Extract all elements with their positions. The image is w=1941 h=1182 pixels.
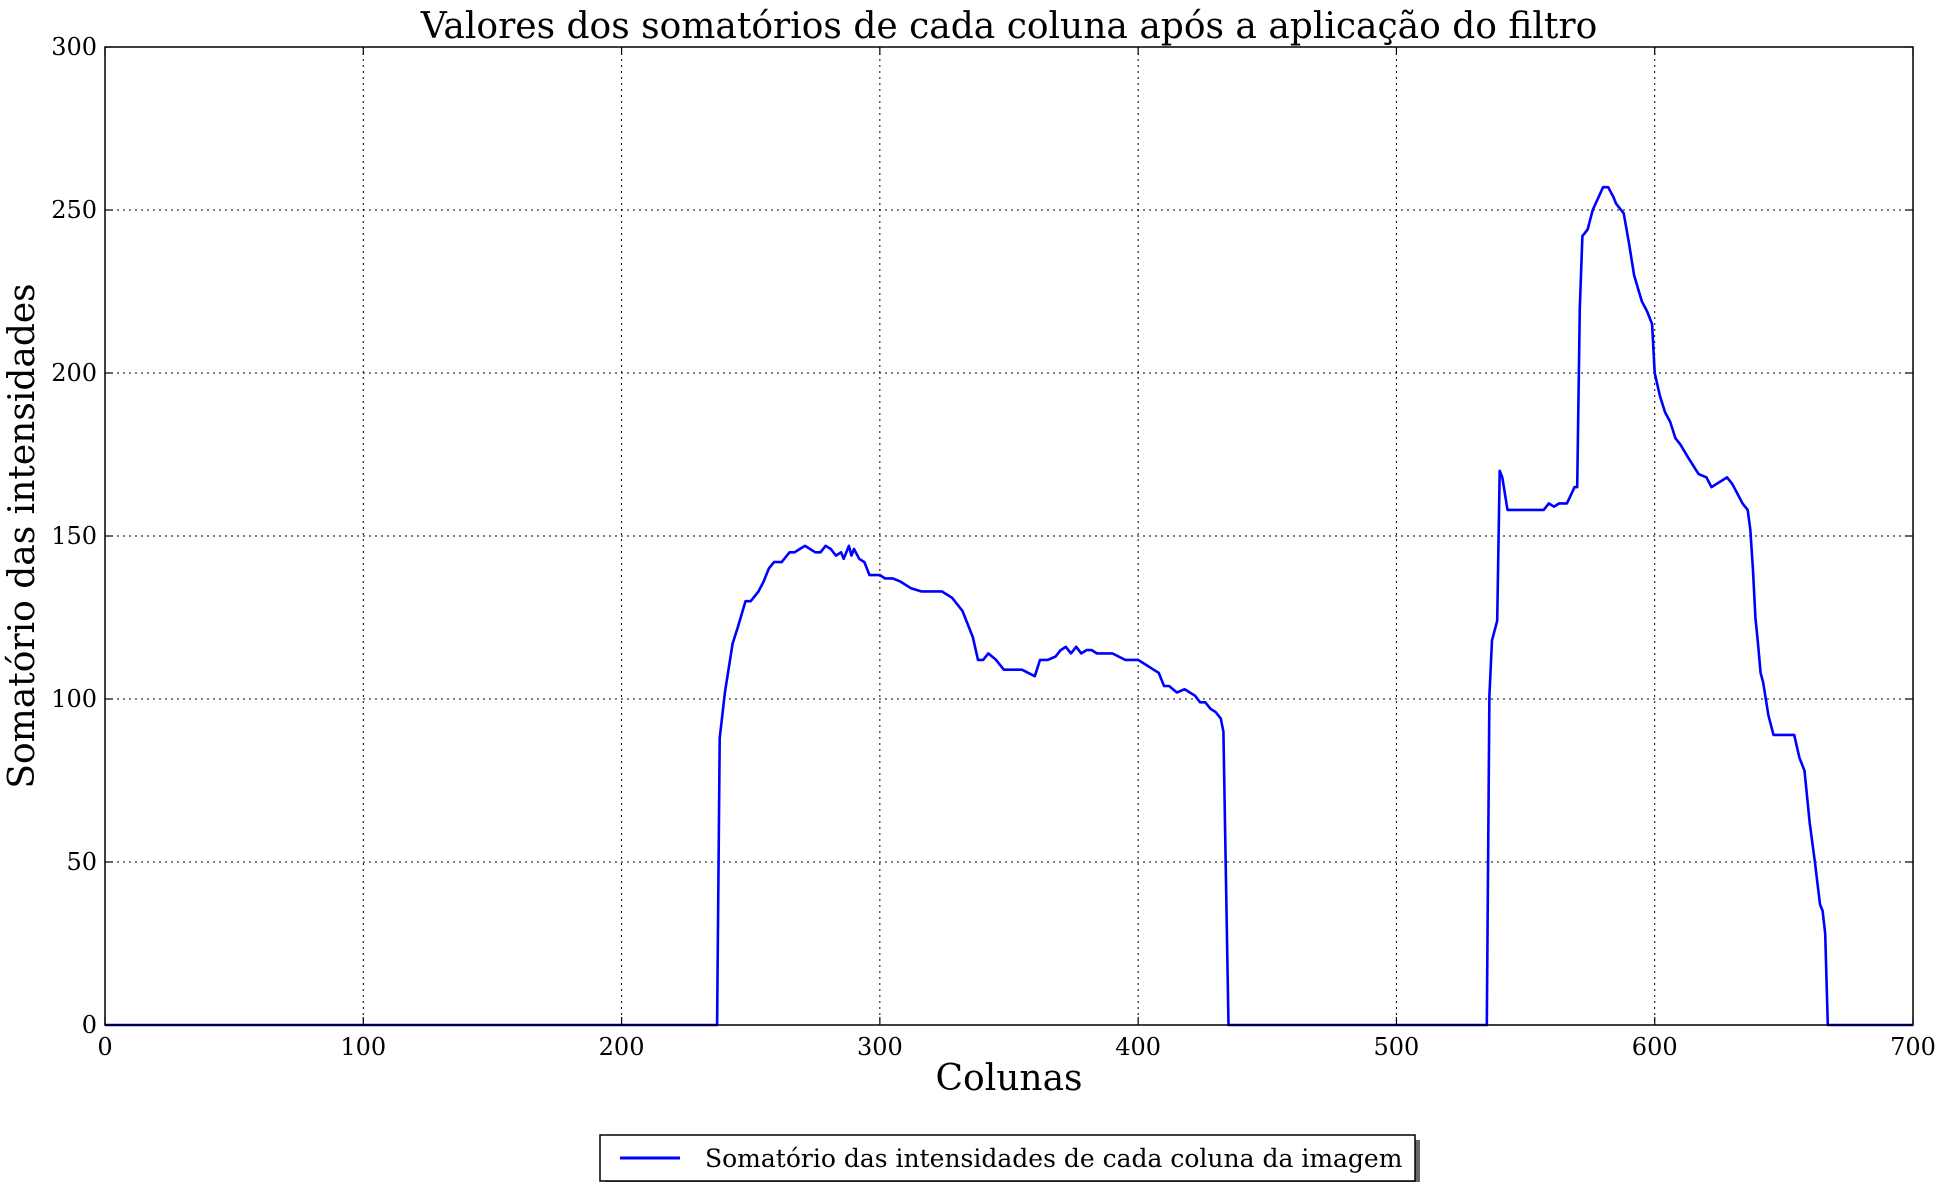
series-line-0 — [105, 185, 1913, 1027]
y-tick-label: 0 — [82, 1011, 97, 1039]
series-layer — [105, 185, 1913, 1027]
y-tick-label: 200 — [51, 359, 97, 387]
x-axis-title: Colunas — [935, 1058, 1082, 1099]
chart-title: Valores dos somatórios de cada coluna ap… — [420, 6, 1598, 47]
ticks: 0 100 200 300 400 500 600 700 0 50 100 150 200 250 300 — [51, 33, 1936, 1061]
y-tick-label: 50 — [66, 848, 97, 876]
x-tick-label: 400 — [1115, 1033, 1161, 1061]
y-tick-label: 150 — [51, 522, 97, 550]
x-tick-label: 500 — [1374, 1033, 1420, 1061]
legend: Somatório das intensidades de cada colun… — [599, 1134, 1420, 1182]
x-tick-label: 200 — [599, 1033, 645, 1061]
legend-label: Somatório das intensidades de cada colun… — [705, 1144, 1403, 1173]
y-axis-title: Somatório das intensidades — [2, 283, 43, 788]
x-tick-label: 0 — [97, 1033, 112, 1061]
y-tick-label: 100 — [51, 685, 97, 713]
y-tick-label: 250 — [51, 196, 97, 224]
x-tick-label: 300 — [857, 1033, 903, 1061]
x-tick-label: 100 — [340, 1033, 386, 1061]
x-tick-label: 700 — [1890, 1033, 1936, 1061]
grid — [105, 47, 1913, 1025]
legend-box — [599, 1134, 1416, 1182]
y-tick-label: 300 — [51, 33, 97, 61]
x-tick-label: 600 — [1632, 1033, 1678, 1061]
